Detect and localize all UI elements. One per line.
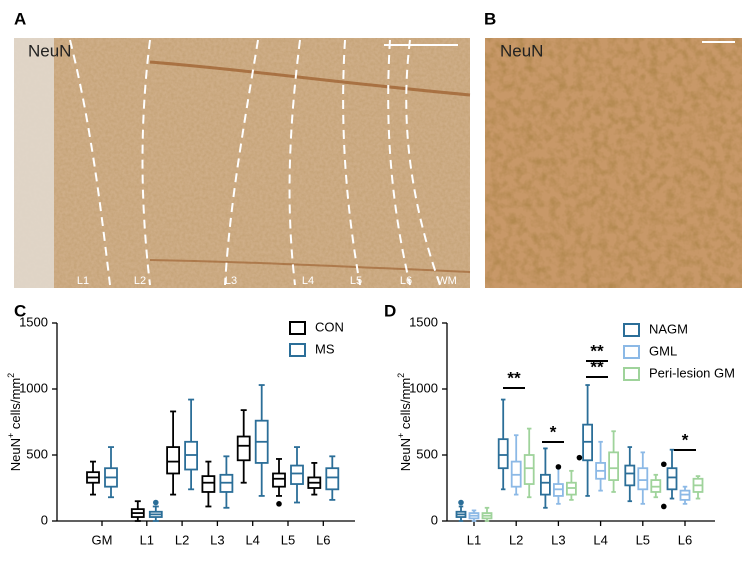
- box: [624, 464, 636, 487]
- layer-label: L1: [77, 275, 89, 287]
- legend-label: Peri-lesion GM: [649, 365, 735, 380]
- x-tick-label: L1: [140, 532, 154, 547]
- box: [497, 438, 509, 470]
- box: [523, 454, 535, 485]
- legend-swatch: [289, 321, 306, 335]
- y-axis-label-part: 2: [396, 373, 406, 378]
- x-tick-label: L5: [636, 532, 650, 547]
- box: [540, 473, 551, 496]
- y-axis-label-part: cells/mm: [8, 378, 23, 433]
- y-tick-label: 1000: [19, 380, 48, 395]
- legend-swatch: [289, 343, 306, 357]
- legend-label: CON: [315, 319, 344, 334]
- y-tick-label: 0: [41, 512, 48, 527]
- significance-label: **: [507, 368, 521, 387]
- stain-label: NeuN: [28, 41, 71, 60]
- legend-label: MS: [315, 341, 335, 356]
- significance-label: *: [682, 430, 689, 449]
- x-tick-label: L6: [678, 532, 692, 547]
- layer-label: L6: [400, 275, 412, 287]
- box: [272, 472, 286, 488]
- outlier: [576, 454, 583, 461]
- x-tick-label: L4: [593, 532, 607, 547]
- y-tick-label: 1500: [409, 314, 438, 329]
- layer-label: L5: [350, 275, 362, 287]
- x-tick-label: L3: [210, 532, 224, 547]
- x-tick-label: L1: [467, 532, 481, 547]
- x-tick-label: L2: [509, 532, 523, 547]
- y-axis-label-part: +: [396, 433, 406, 438]
- x-tick-label: L5: [281, 532, 295, 547]
- layer-label: L3: [225, 275, 237, 287]
- panel-label: C: [14, 301, 26, 320]
- box: [236, 435, 251, 462]
- outlier: [661, 503, 667, 510]
- box: [166, 446, 181, 475]
- x-tick-label: L4: [245, 532, 259, 547]
- outlier: [661, 461, 667, 468]
- x-tick-label: L2: [175, 532, 189, 547]
- y-axis-label-part: NeuN: [398, 438, 413, 471]
- box: [325, 467, 340, 491]
- y-tick-label: 0: [431, 512, 438, 527]
- x-tick-label: L3: [551, 532, 565, 547]
- panel-label: A: [14, 9, 26, 28]
- micrograph-b: [485, 38, 742, 288]
- box: [637, 467, 649, 491]
- layer-label: L4: [302, 275, 314, 287]
- panel-label: B: [484, 9, 496, 28]
- outlier: [153, 499, 159, 506]
- outlier: [458, 499, 464, 506]
- legend-swatch: [623, 367, 640, 381]
- box: [666, 467, 678, 491]
- layer-label: L2: [134, 275, 146, 287]
- y-tick-label: 1000: [409, 380, 438, 395]
- legend-label: NAGM: [649, 321, 688, 336]
- significance-label: *: [550, 422, 557, 441]
- layer-label: WM: [437, 275, 457, 287]
- y-axis-label-part: NeuN: [8, 438, 23, 471]
- significance-label: **: [590, 341, 604, 360]
- panel-label: D: [384, 301, 396, 320]
- y-tick-label: 500: [26, 446, 48, 461]
- stain-label: NeuN: [500, 41, 543, 60]
- box: [201, 475, 216, 493]
- legend-swatch: [623, 345, 640, 359]
- x-tick-label: L6: [316, 532, 330, 547]
- y-axis-label: NeuN+ cells/mm2: [6, 373, 23, 471]
- micrograph-a: [14, 38, 471, 288]
- legend-label: GML: [649, 343, 677, 358]
- box: [608, 451, 619, 481]
- y-tick-label: 500: [416, 446, 438, 461]
- legend-swatch: [623, 323, 640, 337]
- significance-label: **: [590, 357, 604, 376]
- y-tick-label: 1500: [19, 314, 48, 329]
- y-axis-label-part: +: [6, 433, 16, 438]
- outlier: [555, 464, 562, 470]
- y-axis-label-part: 2: [6, 373, 16, 378]
- x-tick-label: GM: [92, 532, 113, 547]
- outlier: [276, 501, 282, 507]
- y-axis-label: NeuN+ cells/mm2: [396, 373, 413, 471]
- box: [290, 464, 304, 485]
- y-axis-label-part: cells/mm: [398, 378, 413, 433]
